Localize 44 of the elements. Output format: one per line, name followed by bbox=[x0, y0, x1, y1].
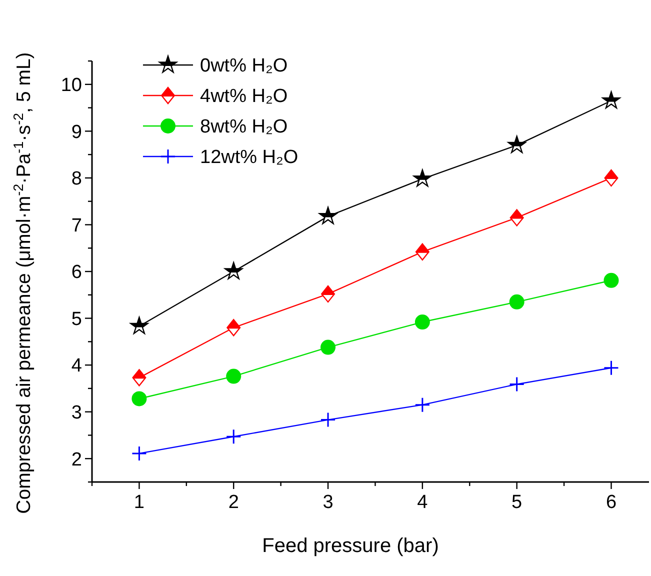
y-tick-label: 3 bbox=[71, 402, 82, 424]
point bbox=[414, 397, 430, 413]
point bbox=[604, 272, 619, 288]
point bbox=[415, 243, 430, 260]
point bbox=[603, 360, 619, 376]
point bbox=[413, 169, 432, 187]
point bbox=[320, 340, 336, 355]
y-tick-label: 9 bbox=[71, 122, 82, 143]
point bbox=[320, 412, 336, 428]
x-tick-label: 1 bbox=[134, 492, 144, 513]
x-tick-label: 6 bbox=[606, 492, 617, 513]
point bbox=[226, 428, 242, 444]
x-tick-label: 3 bbox=[322, 492, 334, 513]
y-tick-label: 6 bbox=[71, 262, 82, 284]
y-tick-label: 2 bbox=[71, 449, 82, 470]
x-tick-label: 4 bbox=[417, 492, 428, 513]
point bbox=[602, 91, 620, 109]
y-tick-label: 8 bbox=[71, 168, 82, 190]
y-tick-label: 10 bbox=[60, 75, 82, 96]
point bbox=[226, 319, 241, 336]
legend-label: 0wt% H₂O bbox=[200, 56, 288, 77]
point bbox=[130, 316, 148, 334]
point bbox=[321, 285, 336, 303]
legend-label: 8wt% H₂O bbox=[200, 116, 288, 138]
point bbox=[226, 368, 242, 384]
y-tick-label: 5 bbox=[71, 308, 82, 330]
point bbox=[131, 446, 147, 462]
legend-label: 4wt% H₂O bbox=[200, 86, 288, 108]
point bbox=[132, 369, 146, 386]
point bbox=[508, 136, 526, 154]
point bbox=[132, 391, 147, 406]
x-tick-label: 5 bbox=[512, 492, 522, 513]
y-tick-label: 4 bbox=[71, 356, 82, 377]
x-axis-title: Feed pressure (bar) bbox=[262, 535, 439, 557]
point bbox=[224, 262, 243, 280]
point bbox=[509, 294, 524, 310]
point bbox=[510, 209, 524, 226]
point bbox=[509, 376, 525, 392]
y-tick-label: 7 bbox=[71, 215, 82, 236]
point bbox=[604, 169, 618, 187]
legend-label: 12wt% H₂O bbox=[200, 147, 298, 168]
point bbox=[318, 206, 338, 224]
x-tick-label: 2 bbox=[228, 492, 239, 513]
point bbox=[414, 314, 430, 330]
